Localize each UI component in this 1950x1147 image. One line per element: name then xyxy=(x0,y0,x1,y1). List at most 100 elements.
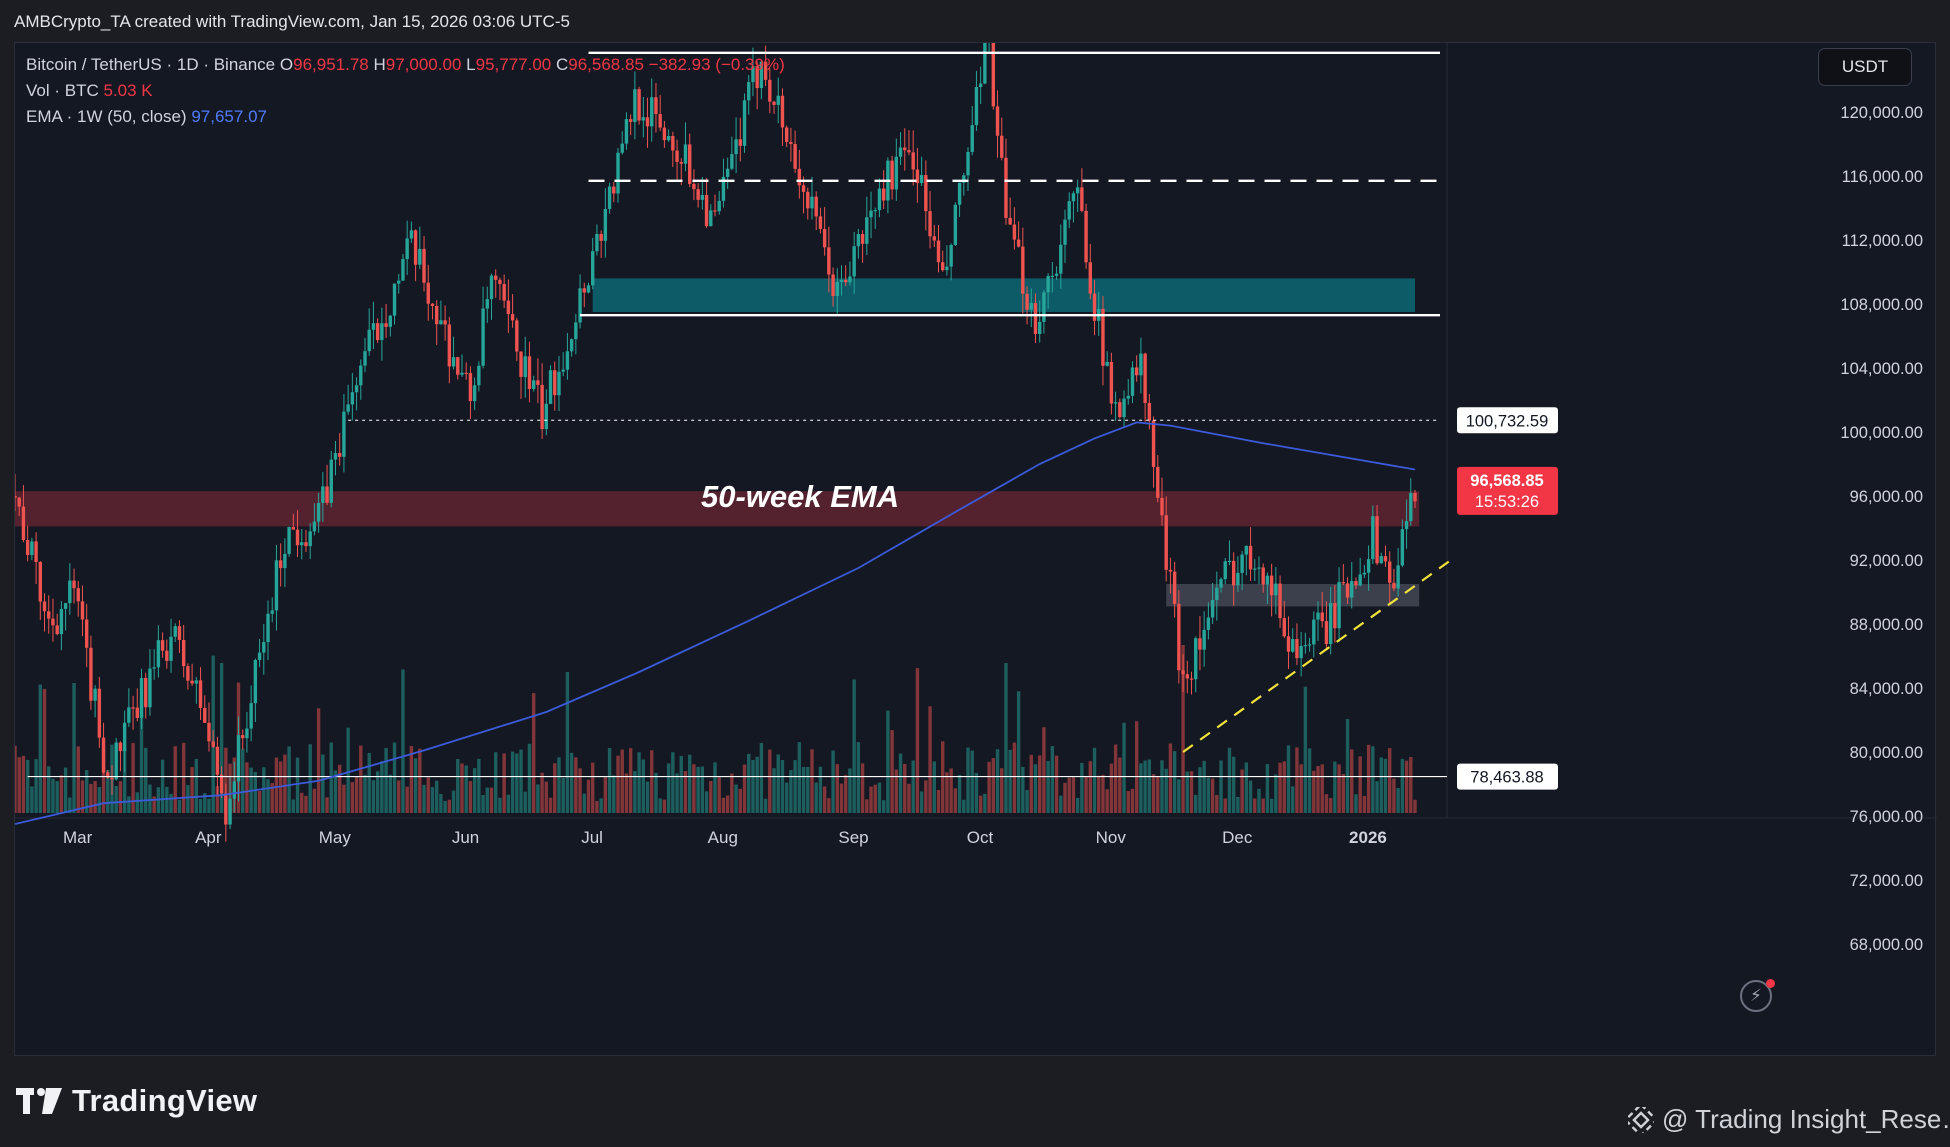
volume-bar xyxy=(523,791,527,813)
volume-bar xyxy=(1409,757,1413,813)
candle-body xyxy=(502,284,506,301)
volume-label[interactable]: Vol · BTC xyxy=(26,81,99,100)
candle-body xyxy=(1269,575,1274,596)
candle-body xyxy=(919,175,924,184)
volume-bar xyxy=(388,774,393,813)
volume-bar xyxy=(173,746,177,813)
candle-body xyxy=(1126,395,1130,399)
open-label: O xyxy=(279,55,294,74)
candle-body xyxy=(367,329,371,352)
symbol-label[interactable]: Bitcoin / TetherUS · 1D · Binance xyxy=(26,55,276,74)
candle-body xyxy=(595,234,599,252)
volume-bar xyxy=(759,742,764,813)
chart-area[interactable]: 50-week EMA 120,000.00 116,000.00 112,000.0… xyxy=(14,42,1937,1057)
volume-bar xyxy=(316,708,321,813)
candle-body xyxy=(371,323,376,330)
volume-bar xyxy=(536,784,540,813)
ema-50w-line[interactable] xyxy=(15,421,1416,825)
candle-body xyxy=(173,626,177,637)
candle-body xyxy=(881,188,886,201)
low-value: 95,777.00 xyxy=(475,55,552,74)
candle-body xyxy=(531,380,536,389)
volume-bar xyxy=(696,766,700,813)
candle-body xyxy=(337,453,342,457)
chart-legend: Bitcoin / TetherUS · 1D · Binance O96,95… xyxy=(26,52,785,130)
volume-bar xyxy=(144,747,148,813)
volume-bar xyxy=(1101,774,1105,813)
candle-body xyxy=(814,196,818,217)
volume-bar xyxy=(468,781,473,813)
price-tag[interactable] xyxy=(1457,763,1558,790)
volume-bar xyxy=(692,764,696,813)
candle-body xyxy=(894,156,899,190)
last-price-tag[interactable] xyxy=(1457,466,1558,515)
candle-body xyxy=(472,385,477,402)
volume-bar xyxy=(1054,755,1059,813)
ema-label[interactable]: EMA · 1W (50, close) xyxy=(26,107,187,126)
candle-body xyxy=(1004,157,1008,218)
change-value: −382.93 (−0.39%) xyxy=(648,55,785,74)
volume-bar xyxy=(801,766,806,813)
currency-button[interactable]: USDT xyxy=(1818,48,1912,86)
volume-bar xyxy=(1198,767,1202,813)
candle-body xyxy=(742,100,747,146)
candle-body xyxy=(144,677,148,708)
volume-bar xyxy=(160,759,165,813)
candle-body xyxy=(1189,678,1194,680)
candle-body xyxy=(1396,565,1400,589)
candle-body xyxy=(186,666,190,681)
volume-bar xyxy=(1379,757,1383,813)
candle-body xyxy=(1299,646,1303,659)
volume-bar xyxy=(439,794,443,813)
teal-zone xyxy=(592,278,1415,312)
replay-button[interactable]: ⚡ xyxy=(1740,979,1775,1012)
volume-bar xyxy=(957,774,962,813)
candle-body xyxy=(582,288,586,293)
volume-bar xyxy=(392,742,397,813)
candle-body xyxy=(97,688,102,738)
candle-body xyxy=(671,136,675,151)
volume-bar xyxy=(55,781,59,813)
volume-bar xyxy=(713,762,717,813)
volume-bar xyxy=(295,757,300,813)
candle-body xyxy=(759,61,764,89)
volume-bar xyxy=(34,759,38,813)
candle-body xyxy=(586,285,591,293)
candle-body xyxy=(510,314,515,321)
volume-bar xyxy=(241,748,245,813)
candle-body xyxy=(51,618,55,626)
candle-body xyxy=(949,245,953,267)
candle-body xyxy=(127,707,131,723)
candle-body xyxy=(1324,621,1329,645)
volume-bar xyxy=(1059,795,1063,813)
volume-bar xyxy=(17,757,21,813)
volume-bar xyxy=(730,773,734,813)
candle-body xyxy=(477,365,481,386)
volume-bar xyxy=(266,779,270,813)
tradingview-logo[interactable]: TradingView xyxy=(16,1083,257,1119)
candle-body xyxy=(898,147,903,157)
red-zone xyxy=(15,491,1420,527)
candle-body xyxy=(1160,497,1164,516)
candle-body xyxy=(713,210,717,212)
high-value: 97,000.00 xyxy=(385,55,462,74)
candle-body xyxy=(76,588,80,602)
price-tick-label: 116,000.00 xyxy=(1842,168,1923,186)
candle-body xyxy=(342,411,346,457)
candle-body xyxy=(1341,582,1346,584)
volume-bar xyxy=(1012,742,1017,813)
price-tag[interactable] xyxy=(1457,407,1558,434)
volume-bar xyxy=(1215,795,1219,813)
candle-body xyxy=(1404,521,1409,530)
candle-body xyxy=(380,323,384,341)
candle-body xyxy=(852,246,856,277)
volume-bar xyxy=(1274,774,1278,813)
volume-bar xyxy=(481,794,485,813)
volume-bar xyxy=(291,799,296,813)
candle-body xyxy=(1223,561,1227,580)
volume-bar xyxy=(148,784,152,813)
price-chart[interactable]: 50-week EMA 120,000.00 116,000.00 112,000.0… xyxy=(15,43,1937,1057)
price-tick-label: 76,000.00 xyxy=(1850,808,1923,826)
volume-bar xyxy=(262,767,266,813)
volume-bar xyxy=(949,768,953,813)
